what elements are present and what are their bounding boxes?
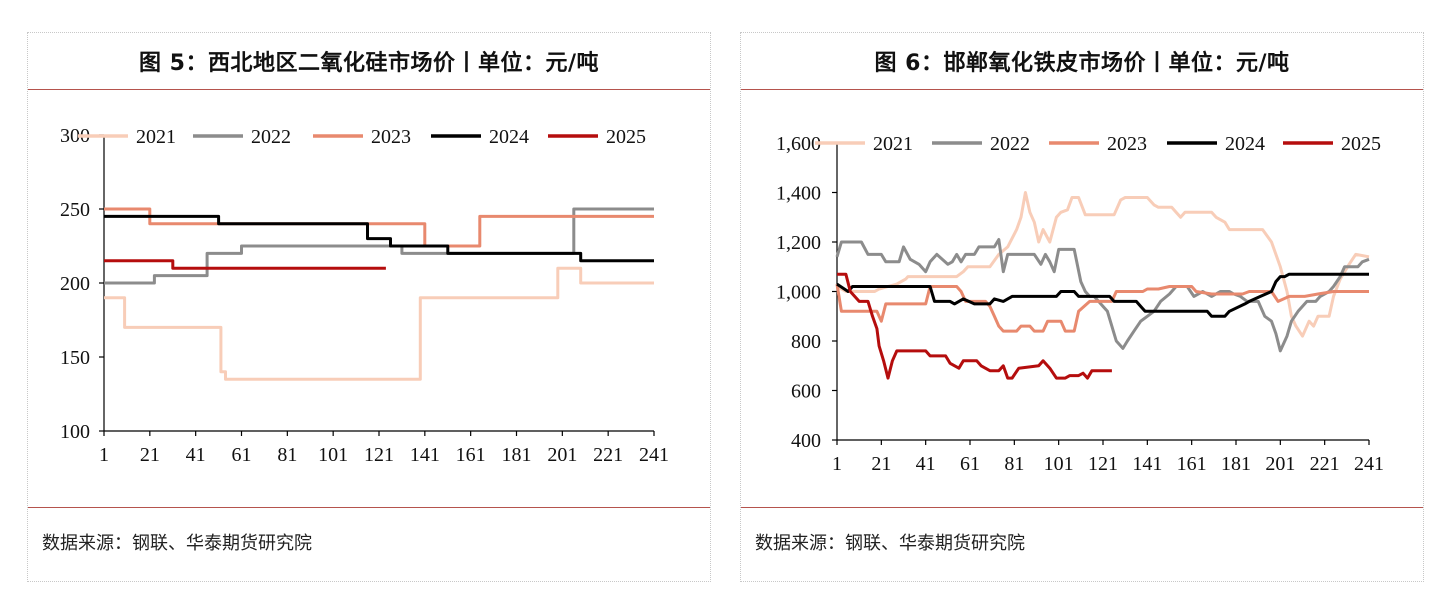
series-line-2023 (835, 283, 1369, 333)
x-tick-label: 121 (364, 444, 394, 466)
legend-label: 2024 (1225, 133, 1265, 155)
series-line-2025 (837, 272, 1112, 380)
y-tick-label: 800 (791, 331, 821, 353)
legend-label: 2022 (990, 133, 1030, 155)
y-tick-label: 1,600 (776, 133, 821, 155)
x-tick-label: 201 (547, 444, 577, 466)
footer-divider (741, 507, 1423, 508)
legend-item-2022: 2022 (193, 126, 291, 148)
y-tick-label: 200 (60, 273, 90, 295)
legend-item-2025: 2025 (548, 126, 646, 148)
x-tick-label: 221 (593, 444, 623, 466)
legend-label: 2023 (371, 126, 411, 148)
legend-item-2022: 2022 (932, 133, 1030, 155)
x-tick-label: 161 (1177, 453, 1207, 475)
legend-label: 2021 (136, 126, 176, 148)
x-tick-label: 81 (1004, 453, 1024, 475)
x-tick-label: 81 (277, 444, 297, 466)
legend-label: 2023 (1107, 133, 1147, 155)
chart-title: 图 5：西北地区二氧化硅市场价丨单位：元/吨 (138, 51, 599, 76)
x-tick-label: 221 (1310, 453, 1340, 475)
x-tick-label: 21 (140, 444, 160, 466)
x-tick-label: 101 (1044, 453, 1074, 475)
legend-item-2025: 2025 (1283, 133, 1381, 155)
footer-divider (28, 507, 710, 508)
chart-title: 图 6：邯郸氧化铁皮市场价丨单位：元/吨 (874, 51, 1290, 76)
series-line-2021 (104, 266, 654, 381)
chart-panel-iron-scale: 图 6：邯郸氧化铁皮市场价丨单位：元/吨 400 600 800 1,000 1,200… (740, 32, 1424, 582)
title-divider (741, 89, 1423, 90)
x-tick-label: 141 (410, 444, 440, 466)
x-tick-label: 61 (232, 444, 252, 466)
x-tick-label: 181 (1221, 453, 1251, 475)
series-line-2024 (836, 272, 1369, 318)
series-line-2024 (104, 214, 654, 263)
legend-item-2023: 2023 (313, 126, 411, 148)
y-tick-label: 1,400 (776, 183, 821, 205)
x-tick-label: 1 (832, 453, 842, 475)
x-tick-label: 161 (456, 444, 486, 466)
legend-item-2023: 2023 (1049, 133, 1147, 155)
y-tick-label: 150 (60, 347, 90, 369)
x-tick-label: 61 (960, 453, 980, 475)
x-tick-label: 241 (639, 444, 669, 466)
data-source-note: 数据来源：钢联、华泰期货研究院 (755, 533, 1025, 554)
x-tick-label: 141 (1132, 453, 1162, 475)
x-tick-label: 121 (1088, 453, 1118, 475)
x-tick-label: 101 (318, 444, 348, 466)
x-tick-label: 181 (502, 444, 532, 466)
y-tick-label: 250 (60, 199, 90, 221)
legend-label: 2021 (873, 133, 913, 155)
x-tick-label: 1 (99, 444, 109, 466)
legend-label: 2022 (251, 126, 291, 148)
series-line-2022 (104, 207, 654, 285)
x-tick-label: 41 (186, 444, 206, 466)
chart-panel-silica: 图 5：西北地区二氧化硅市场价丨单位：元/吨 100 150 200 250 300 1 2… (27, 32, 711, 582)
data-source-note: 数据来源：钢联、华泰期货研究院 (42, 533, 312, 554)
y-tick-label: 1,000 (776, 282, 821, 304)
y-tick-label: 100 (60, 421, 90, 443)
series-line-2021 (836, 191, 1370, 338)
legend-item-2024: 2024 (1167, 133, 1265, 155)
x-tick-label: 201 (1265, 453, 1295, 475)
series-line-2022 (835, 238, 1370, 353)
series-line-2025 (104, 259, 386, 270)
legend-label: 2025 (1341, 133, 1381, 155)
y-tick-label: 600 (791, 381, 821, 403)
x-tick-label: 241 (1354, 453, 1384, 475)
x-tick-label: 41 (916, 453, 936, 475)
y-tick-label: 300 (60, 125, 90, 147)
y-tick-label: 1,200 (776, 232, 821, 254)
legend-item-2021: 2021 (78, 126, 176, 148)
x-tick-label: 21 (871, 453, 891, 475)
title-divider (28, 89, 710, 90)
series-line-2023 (104, 207, 654, 248)
y-tick-label: 400 (791, 430, 821, 452)
legend-label: 2025 (606, 126, 646, 148)
legend-item-2024: 2024 (431, 126, 529, 148)
legend-label: 2024 (489, 126, 529, 148)
legend-item-2021: 2021 (815, 133, 913, 155)
